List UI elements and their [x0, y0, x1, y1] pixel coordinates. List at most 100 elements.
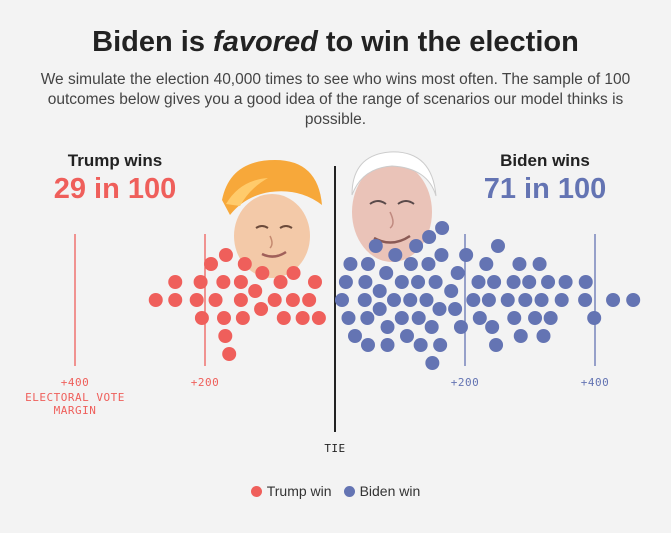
headline-text-before: Biden is [92, 26, 214, 58]
biden-outcome-dot-43 [471, 275, 486, 289]
biden-outcome-dot-4 [348, 329, 362, 343]
trump-outcome-dot-8 [216, 275, 231, 289]
biden-outcome-dot-8 [361, 257, 375, 271]
axis-note-line-0: ELECTORAL VOTE [25, 391, 125, 404]
biden-outcome-dot-63 [543, 311, 558, 325]
biden-outcome-dot-47 [485, 320, 500, 334]
biden-outcome-dot-31 [425, 356, 440, 370]
trump-outcome-dot-5 [194, 311, 209, 325]
biden-outcome-dot-17 [388, 248, 403, 262]
biden-outcome-dot-64 [554, 293, 569, 307]
biden-outcome-dot-18 [394, 275, 409, 289]
biden-outcome-dot-48 [487, 275, 502, 289]
biden-outcome-dot-54 [512, 257, 527, 271]
biden-outcome-dot-39 [450, 266, 465, 280]
trump-outcome-dot-0 [148, 293, 163, 307]
biden-outcome-dot-37 [444, 284, 459, 298]
biden-outcome-dot-6 [358, 275, 373, 289]
biden-outcome-dot-57 [522, 275, 537, 289]
trump-outcome-dot-23 [285, 293, 300, 307]
biden-outcome-dot-28 [421, 257, 436, 271]
biden-portrait-icon [351, 151, 437, 262]
biden-outcome-dot-15 [380, 338, 395, 352]
biden-outcome-dot-66 [578, 275, 593, 289]
tick-label-3: +400 [581, 376, 610, 389]
trump-summary: Trump wins 29 in 100 [40, 151, 190, 206]
biden-outcome-dot-12 [372, 302, 387, 316]
biden-outcome-dot-70 [626, 293, 641, 307]
axis-note-line-1: MARGIN [54, 404, 97, 417]
biden-outcome-dot-29 [422, 230, 437, 244]
trump-outcome-dot-1 [168, 293, 183, 307]
biden-outcome-dot-49 [489, 338, 504, 352]
biden-outcome-dot-62 [541, 275, 556, 289]
biden-swatch-icon [343, 485, 355, 497]
trump-swatch-icon [250, 485, 262, 497]
biden-outcome-dot-27 [419, 293, 434, 307]
biden-outcome-dot-14 [380, 320, 395, 334]
legend-item-trump: Trump win [250, 483, 332, 499]
biden-outcome-dot-45 [479, 257, 494, 271]
trump-outcome-dot-9 [217, 311, 231, 325]
biden-summary: Biden wins 71 in 100 [470, 151, 620, 206]
legend-label-trump: Trump win [266, 483, 332, 499]
biden-wins-count: 71 in 100 [483, 173, 607, 205]
biden-wins-label: Biden wins [500, 151, 590, 170]
legend-label-biden: Biden win [359, 483, 421, 499]
tick-label-1: +200 [191, 376, 220, 389]
biden-outcome-dot-68 [587, 311, 602, 325]
biden-outcome-dot-38 [448, 302, 463, 316]
tie-label: TIE [324, 442, 345, 455]
trump-outcome-dot-13 [233, 293, 248, 307]
biden-outcome-dot-10 [368, 239, 383, 253]
biden-outcome-dot-46 [481, 293, 496, 307]
biden-outcome-dot-69 [606, 293, 621, 307]
headline-text-after: to win the election [317, 26, 579, 58]
biden-outcome-dot-50 [491, 239, 505, 253]
biden-outcome-dot-0 [335, 293, 349, 307]
biden-outcome-dot-21 [403, 293, 418, 307]
trump-outcome-dot-25 [295, 311, 310, 325]
biden-outcome-dot-35 [434, 248, 449, 262]
trump-outcome-dot-21 [273, 275, 288, 289]
trump-outcome-dot-11 [218, 248, 233, 262]
legend-item-biden: Biden win [343, 483, 421, 499]
trump-outcome-dot-15 [235, 311, 250, 325]
trump-outcome-dot-27 [308, 275, 322, 289]
biden-outcome-dot-36 [435, 221, 450, 235]
biden-outcome-dot-30 [424, 320, 439, 334]
biden-outcome-dot-13 [379, 266, 394, 280]
biden-outcome-dot-55 [513, 329, 528, 343]
legend: Trump win Biden win [0, 483, 671, 499]
biden-outcome-dot-67 [578, 293, 593, 307]
biden-outcome-dot-1 [338, 275, 353, 289]
biden-outcome-dot-26 [413, 338, 428, 352]
biden-outcome-dot-23 [409, 239, 424, 253]
biden-outcome-dot-9 [361, 338, 375, 352]
biden-outcome-dot-33 [432, 302, 447, 316]
biden-outcome-dot-44 [472, 311, 487, 325]
trump-outcome-dot-19 [255, 266, 270, 280]
trump-portrait-icon [222, 160, 322, 278]
biden-outcome-dot-16 [387, 293, 401, 307]
trump-outcome-dot-22 [276, 311, 291, 325]
biden-outcome-dot-5 [357, 293, 372, 307]
trump-outcome-dot-16 [237, 257, 252, 271]
biden-outcome-dot-3 [343, 257, 358, 271]
subhead: We simulate the election 40,000 times to… [40, 71, 631, 128]
biden-outcome-dot-34 [433, 338, 448, 352]
tick-label-0: +400 [61, 376, 90, 389]
trump-outcome-dot-17 [248, 284, 263, 298]
biden-outcome-dot-22 [403, 257, 418, 271]
trump-outcome-dot-20 [267, 293, 282, 307]
biden-outcome-dot-32 [428, 275, 443, 289]
biden-outcome-dot-58 [528, 311, 543, 325]
biden-outcome-dot-65 [558, 275, 573, 289]
trump-outcome-dot-24 [286, 266, 301, 280]
biden-outcome-dot-51 [500, 293, 515, 307]
biden-outcome-dot-24 [411, 275, 426, 289]
trump-wins-count: 29 in 100 [53, 173, 177, 205]
trump-outcome-dot-12 [222, 347, 237, 361]
